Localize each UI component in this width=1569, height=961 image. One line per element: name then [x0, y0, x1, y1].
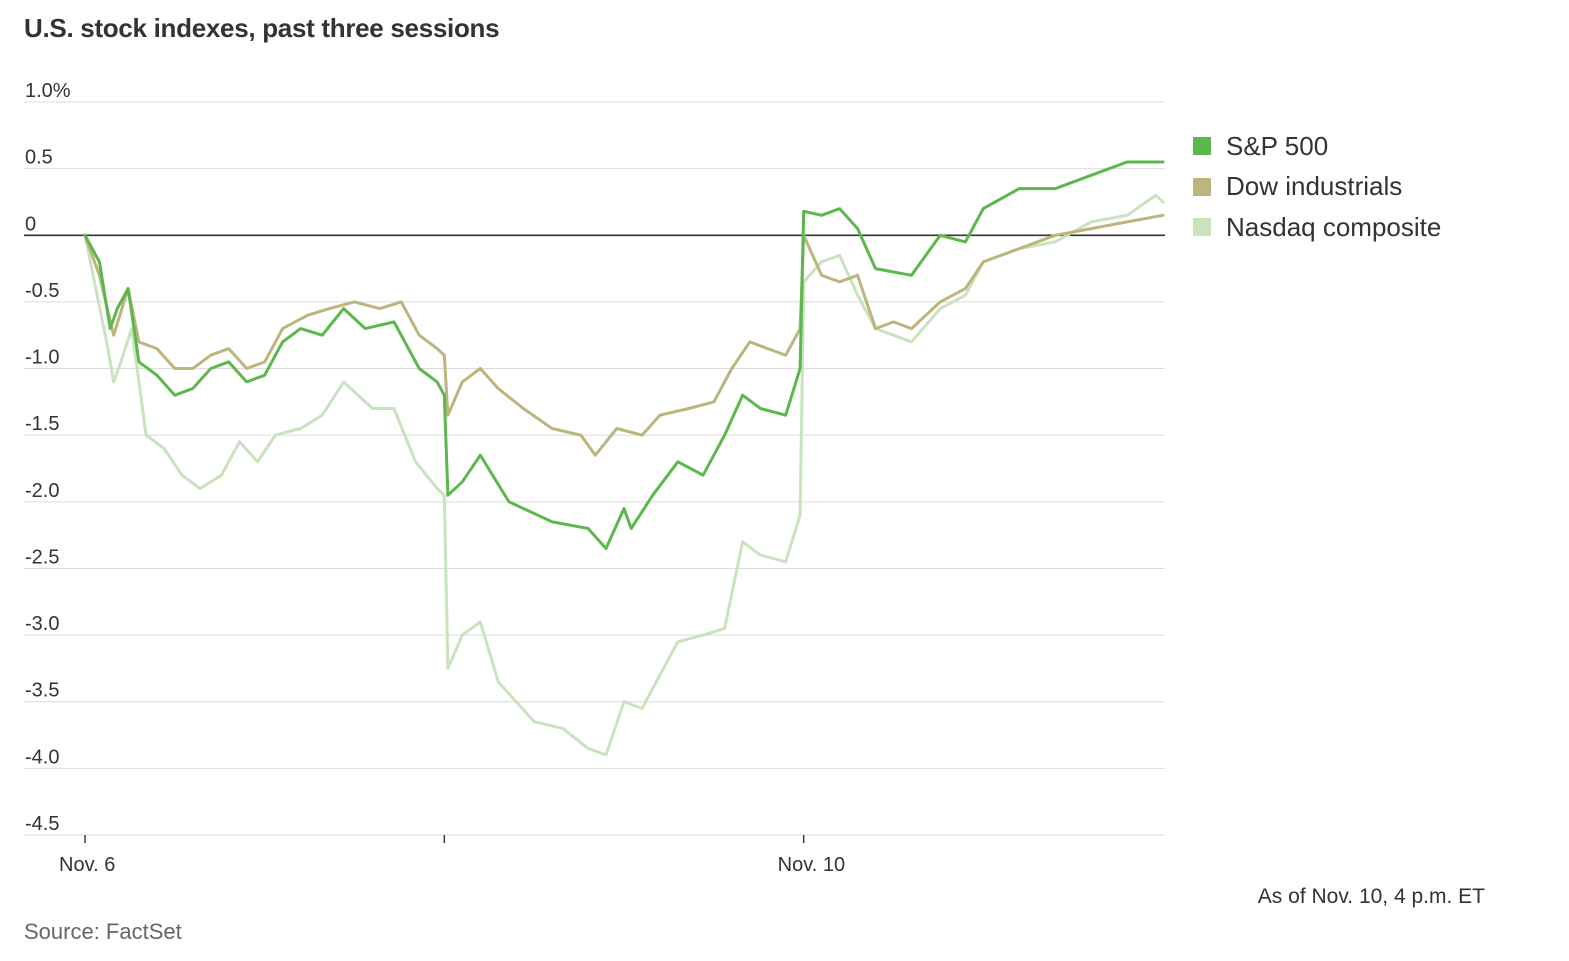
x-tick-label: Nov. 6	[59, 854, 115, 876]
y-tick-label: -0.5	[25, 280, 59, 302]
y-tick-label: -3.0	[25, 613, 59, 635]
series-line-dow	[83, 213, 1165, 457]
legend-label-sp500: S&P 500	[1226, 130, 1329, 161]
y-axis-labels: 1.0% 0.5 0 -0.5 -1.0 -1.5 -2.0 -2.5 -3.0 -3.5 -4.0…	[25, 80, 71, 835]
y-tick-label: -2.0	[25, 480, 59, 502]
legend-swatch-sp500	[1193, 137, 1211, 156]
legend-item-nasdaq: Nasdaq composite	[1193, 207, 1441, 248]
y-tick-label: -3.5	[25, 680, 59, 702]
x-axis: Nov. 6 Nov. 10	[59, 835, 845, 876]
y-tick-label: -1.5	[25, 413, 59, 435]
legend: S&P 500 Dow industrials Nasdaq composite	[1193, 126, 1441, 248]
y-tick-label: -2.5	[25, 546, 59, 568]
legend-label-dow: Dow industrials	[1226, 171, 1403, 202]
source-note: Source: FactSet	[24, 919, 182, 944]
series-lines	[83, 160, 1165, 757]
y-tick-label: 0	[25, 213, 36, 235]
legend-swatch-nasdaq	[1193, 218, 1211, 237]
series-line-nasdaq	[83, 193, 1165, 757]
timestamp-note: As of Nov. 10, 4 p.m. ET	[1257, 885, 1485, 908]
legend-item-sp500: S&P 500	[1193, 126, 1441, 167]
chart-title: U.S. stock indexes, past three sessions	[24, 13, 500, 43]
y-tick-label: 1.0%	[25, 80, 71, 102]
y-tick-label: 0.5	[25, 147, 53, 169]
series-line-sp500	[83, 160, 1165, 550]
y-tick-label: -1.0	[25, 347, 59, 369]
legend-swatch-dow	[1193, 177, 1211, 196]
y-tick-label: -4.5	[25, 813, 59, 835]
legend-item-dow: Dow industrials	[1193, 167, 1441, 208]
gridlines	[24, 101, 1165, 836]
legend-label-nasdaq: Nasdaq composite	[1226, 211, 1442, 242]
x-tick-label: Nov. 10	[778, 854, 845, 876]
y-tick-label: -4.0	[25, 746, 59, 768]
